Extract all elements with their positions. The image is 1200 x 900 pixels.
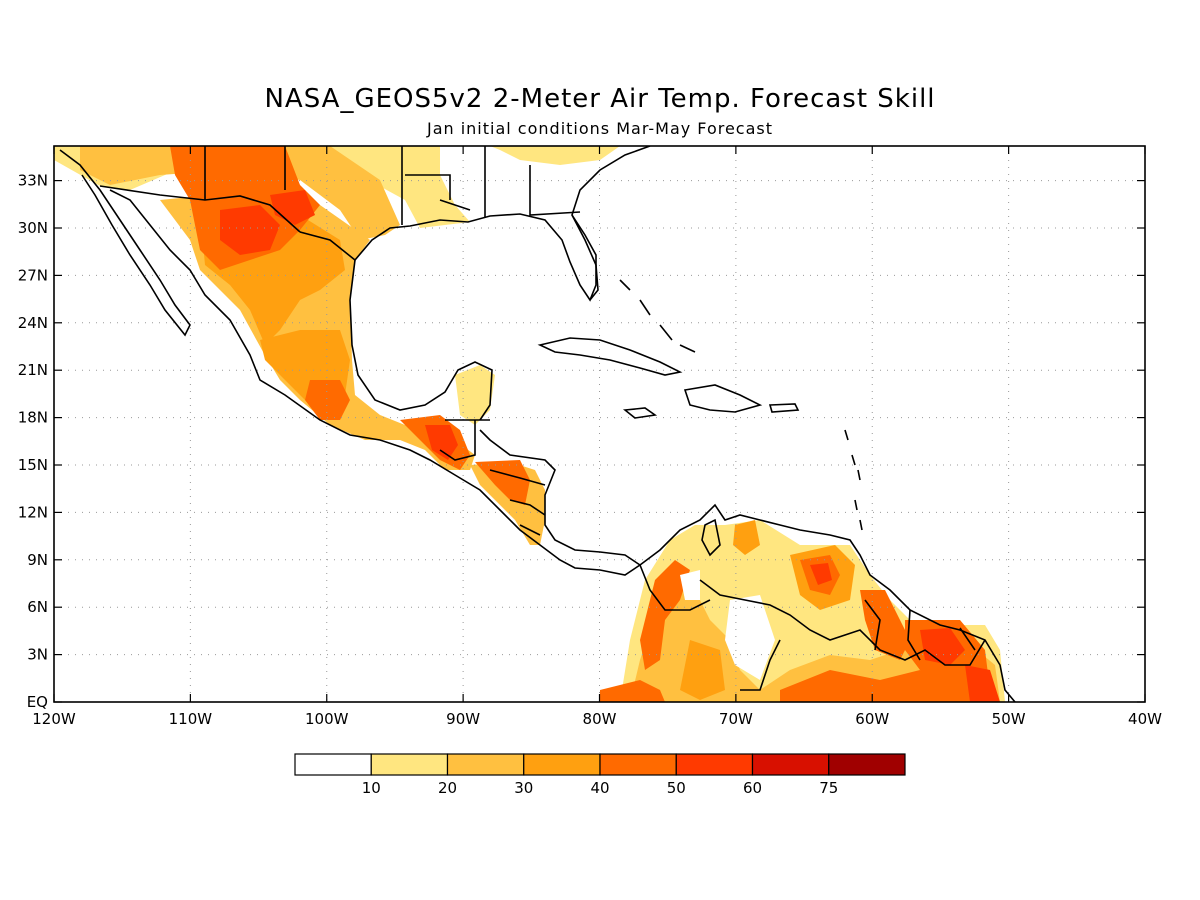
color-legend: 10 20 30 40 50 60 75 — [294, 753, 906, 797]
legend-swatch — [751, 753, 830, 776]
legend-label: 20 — [438, 779, 457, 797]
lon-label: 110W — [169, 710, 213, 728]
lon-label: 50W — [992, 710, 1026, 728]
lat-label: 6N — [27, 598, 48, 616]
legend-swatch — [294, 753, 372, 776]
legend-swatch — [599, 753, 677, 776]
map-subtitle: Jan initial conditions Mar-May Forecast — [426, 119, 774, 138]
lat-label: 12N — [18, 503, 48, 521]
lat-label: EQ — [27, 693, 48, 711]
lon-label: 100W — [305, 710, 349, 728]
lat-label: 15N — [18, 456, 48, 474]
lon-label: 70W — [719, 710, 753, 728]
lon-label: 40W — [1128, 710, 1162, 728]
skill-shading — [54, 146, 1005, 702]
legend-swatch — [370, 753, 449, 776]
coastlines — [59, 146, 1016, 702]
lon-label: 80W — [583, 710, 617, 728]
map-title: NASA_GEOS5v2 2-Meter Air Temp. Forecast … — [264, 84, 936, 114]
lon-label: 90W — [446, 710, 480, 728]
legend-swatch — [675, 753, 754, 776]
lat-label: 24N — [18, 314, 48, 332]
legend-label: 60 — [743, 779, 762, 797]
legend-label: 10 — [362, 779, 381, 797]
legend-label: 50 — [667, 779, 686, 797]
lat-label: 3N — [27, 646, 48, 664]
longitude-axis: 120W 110W 100W 90W 80W 70W 60W 50W 40W — [32, 146, 1162, 728]
lon-label: 120W — [32, 710, 76, 728]
lat-label: 27N — [18, 266, 48, 284]
legend-swatch — [523, 753, 601, 776]
legend-label: 40 — [590, 779, 609, 797]
legend-swatch — [828, 753, 906, 776]
legend-label: 75 — [819, 779, 838, 797]
legend-label: 30 — [514, 779, 533, 797]
lon-label: 60W — [855, 710, 889, 728]
latitude-axis: EQ 3N 6N 9N 12N 15N 18N 21N 24N 27N 30N 33N — [18, 172, 1145, 711]
lat-label: 33N — [18, 172, 48, 190]
lat-label: 18N — [18, 409, 48, 427]
lat-label: 30N — [18, 219, 48, 237]
lat-label: 9N — [27, 551, 48, 569]
legend-swatch — [446, 753, 525, 776]
lat-label: 21N — [18, 361, 48, 379]
